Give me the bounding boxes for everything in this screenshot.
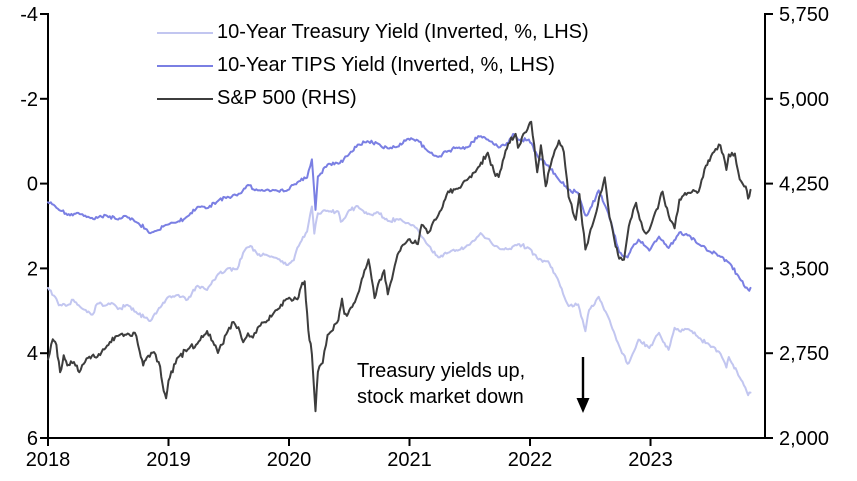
legend: 10-Year Treasury Yield (Inverted, %, LHS… xyxy=(157,16,589,115)
legend-label-treasury-yield: 10-Year Treasury Yield (Inverted, %, LHS… xyxy=(217,21,589,43)
legend-item-sp500: S&P 500 (RHS) xyxy=(157,82,589,115)
annotation-line-1: Treasury yields up, xyxy=(357,360,526,382)
y-left-tick-label: -2 xyxy=(20,89,38,111)
down-arrow-icon xyxy=(572,353,594,415)
annotation-text: Treasury yields up, stock market down xyxy=(357,358,525,410)
x-axis-tick-label: 2021 xyxy=(387,449,432,471)
treasury-line-swatch xyxy=(157,31,213,34)
y-left-tick-label: 4 xyxy=(27,343,38,365)
treasury-yield-line xyxy=(47,205,752,397)
x-axis-tick-label: 2018 xyxy=(26,449,71,471)
tips-line-swatch xyxy=(157,64,213,67)
sp500-line-swatch xyxy=(157,97,213,100)
y-right-tick-label: 4,250 xyxy=(779,174,829,196)
legend-item-tips-yield: 10-Year TIPS Yield (Inverted, %, LHS) xyxy=(157,49,589,82)
y-left-tick-label: 2 xyxy=(27,258,38,280)
x-axis-tick-label: 2020 xyxy=(267,449,312,471)
legend-label-tips-yield: 10-Year TIPS Yield (Inverted, %, LHS) xyxy=(217,54,555,76)
y-right-tick-label: 2,000 xyxy=(779,428,829,450)
y-right-tick-label: 2,750 xyxy=(779,343,829,365)
y-left-tick-label: 6 xyxy=(27,428,38,450)
x-axis-tick-label: 2022 xyxy=(508,449,553,471)
legend-label-sp500: S&P 500 (RHS) xyxy=(217,87,357,109)
y-right-tick-label: 5,000 xyxy=(779,89,829,111)
annotation-line-2: stock market down xyxy=(357,386,524,408)
x-axis-tick-label: 2019 xyxy=(146,449,191,471)
y-left-tick-label: -4 xyxy=(20,4,38,26)
tips-yield-line xyxy=(47,133,752,292)
x-axis-tick-label: 2023 xyxy=(628,449,673,471)
y-left-tick-label: 0 xyxy=(27,174,38,196)
y-right-tick-label: 3,500 xyxy=(779,258,829,280)
y-right-tick-label: 5,750 xyxy=(779,4,829,26)
legend-item-treasury-yield: 10-Year Treasury Yield (Inverted, %, LHS… xyxy=(157,16,589,49)
sp500-line xyxy=(47,120,752,413)
